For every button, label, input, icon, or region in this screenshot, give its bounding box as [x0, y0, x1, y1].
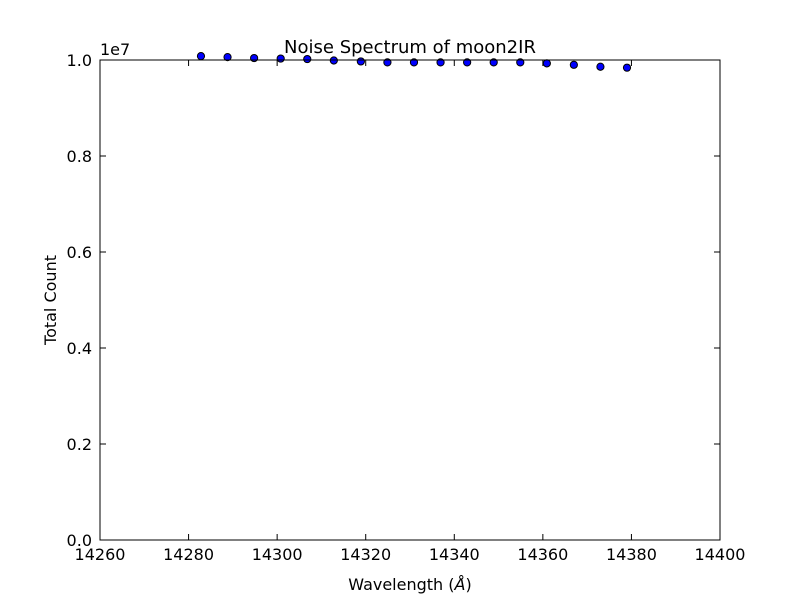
data-point: [223, 53, 232, 62]
y-multiplier-label: 1e7: [100, 40, 130, 59]
x-tick-label: 14260: [75, 545, 126, 564]
data-point: [622, 63, 632, 72]
x-axis-label-unit: Å: [454, 575, 466, 594]
x-axis-ticks: 14260 14280 14300 14320 14340 14360 14380 14400: [75, 60, 746, 564]
data-point: [516, 58, 525, 67]
x-tick-label: 14400: [695, 545, 746, 564]
data-point: [436, 58, 445, 67]
data-point: [356, 57, 365, 66]
y-axis-ticks: 0.0 0.2 0.4 0.6 0.8 1.0: [67, 51, 720, 550]
x-tick-label: 14320: [340, 545, 391, 564]
y-tick-label: 0.4: [67, 339, 92, 358]
x-tick-label: 14300: [252, 545, 303, 564]
data-point: [489, 58, 498, 67]
data-point: [409, 58, 419, 67]
x-tick-label: 14380: [606, 545, 657, 564]
data-point: [303, 54, 312, 64]
x-axis-label: Wavelength (Å): [348, 575, 471, 594]
x-tick-label: 14340: [429, 545, 480, 564]
y-axis-label: Total Count: [41, 255, 60, 346]
chart-title: Noise Spectrum of moon2IR: [284, 37, 536, 58]
data-point: [463, 58, 472, 67]
data-point: [383, 58, 392, 67]
data-point: [542, 59, 551, 68]
data-points: [196, 52, 632, 72]
y-tick-label: 1.0: [67, 51, 92, 70]
y-tick-label: 0.0: [67, 531, 92, 550]
data-point: [276, 54, 285, 63]
data-point: [196, 52, 206, 61]
data-point: [596, 62, 605, 71]
data-point: [250, 53, 259, 63]
y-tick-label: 0.6: [67, 243, 92, 262]
y-tick-label: 0.8: [67, 147, 92, 166]
x-axis-label-text: Wavelength (: [348, 575, 454, 594]
y-tick-label: 0.2: [67, 435, 92, 454]
x-axis-label-close: ): [465, 575, 471, 594]
x-tick-label: 14280: [163, 545, 214, 564]
plot-frame: [99, 59, 721, 541]
data-point: [569, 60, 578, 69]
x-tick-label: 14360: [517, 545, 568, 564]
